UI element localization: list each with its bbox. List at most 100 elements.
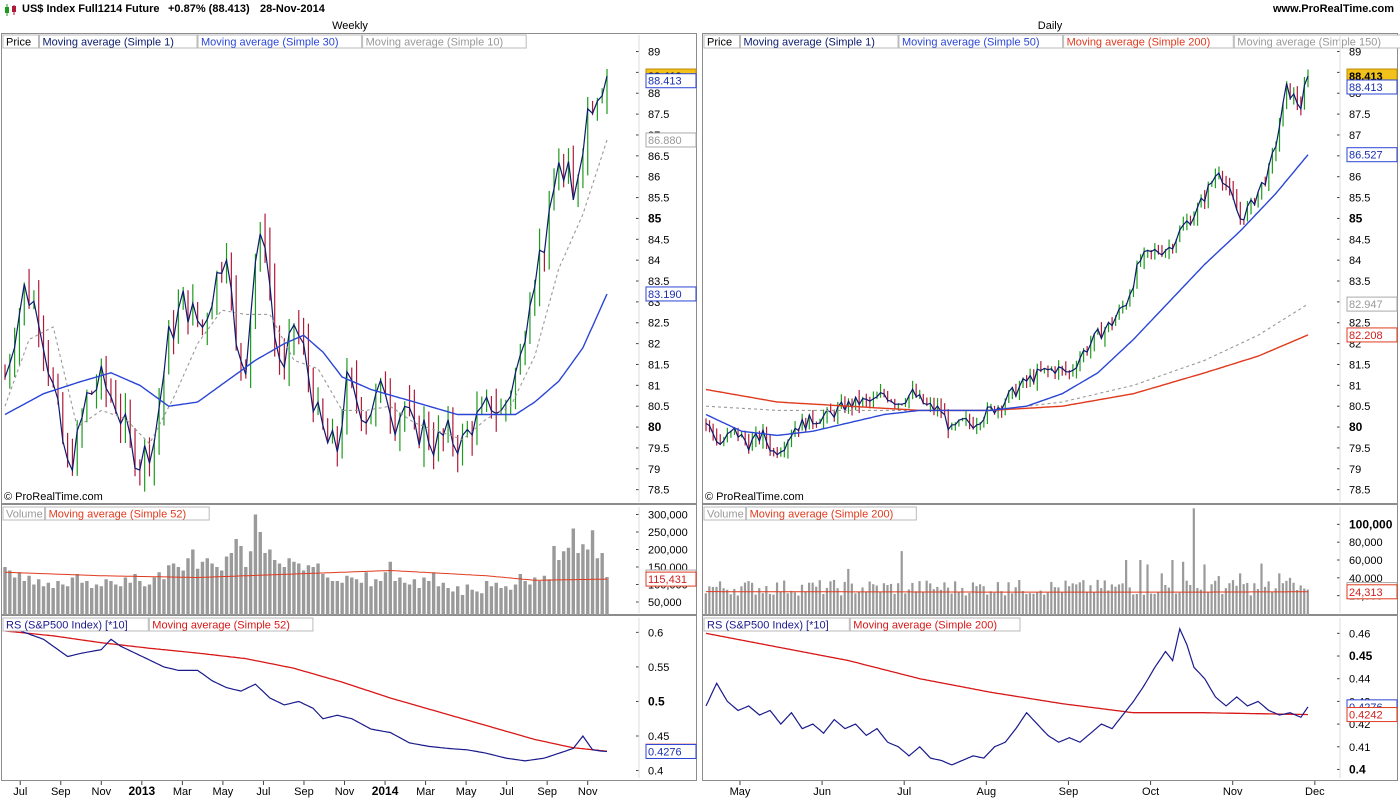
daily-volume-bar (918, 581, 921, 615)
daily-volume-bar (1135, 593, 1138, 615)
weekly-volume-bar (253, 514, 258, 615)
daily-volume-bar (1064, 580, 1067, 615)
weekly-volume-bar (46, 582, 51, 615)
daily-volume-bar (1039, 590, 1042, 615)
weekly-rs-xtick-label: Sep (537, 786, 557, 798)
weekly-price-last-value-box (645, 286, 697, 302)
daily-price-last-value-box (1346, 79, 1398, 95)
weekly-rs-xtick-label: Mar (173, 786, 192, 798)
daily-price-ma150-line (705, 303, 1309, 411)
weekly-volume-bar (70, 577, 75, 615)
daily-volume-legend-item: Volume (707, 509, 744, 521)
daily-volume-bar (1046, 592, 1049, 615)
weekly-volume-bar (27, 575, 31, 615)
weekly-volume-bar (393, 581, 397, 615)
daily-volume-bar (943, 582, 946, 615)
weekly-price-last-value-label: 83.190 (648, 289, 682, 301)
daily-volume-bar (758, 588, 761, 615)
weekly-volume-bar (17, 572, 22, 615)
daily-volume-bar (775, 582, 779, 615)
weekly-volume-bar (123, 577, 128, 615)
daily-rs-ytick-label: 0.46 (1349, 628, 1370, 640)
candlestick-logo-icon (5, 4, 16, 16)
weekly-volume-bar (277, 563, 282, 615)
weekly-rs-last-value-box (645, 743, 697, 759)
chart-header: US$ Index Full1214 Future +0.87% (88.413… (0, 0, 1400, 18)
daily-volume-bar (971, 582, 975, 615)
weekly-volume-bar (557, 560, 561, 615)
daily-volume-bar (779, 591, 782, 615)
daily-price-ytick-label: 87 (1349, 130, 1361, 142)
weekly-volume-bar (480, 593, 484, 615)
weekly-volume-bar (75, 574, 79, 615)
daily-rs-frame (702, 615, 1398, 781)
weekly-volume-bar (364, 572, 368, 615)
weekly-price-ma30-line (4, 293, 608, 416)
daily-volume-bar (946, 587, 950, 615)
weekly-volume-bar (157, 572, 161, 615)
daily-volume-bar (1057, 587, 1060, 615)
daily-volume-bar (1185, 580, 1188, 615)
daily-volume-bar (1260, 563, 1263, 615)
daily-price-ytick-label: 80.5 (1349, 401, 1370, 413)
weekly-price-last-value-label: 86.880 (648, 135, 682, 147)
weekly-volume-bar (186, 558, 190, 615)
daily-price-legend-box (1233, 34, 1400, 49)
daily-volume-bar (929, 583, 932, 615)
daily-volume-bar (1189, 584, 1192, 615)
site-link[interactable]: www.ProRealTime.com (1272, 3, 1394, 15)
weekly-rs-xtick-label: 2013 (128, 784, 155, 798)
weekly-volume-bar (441, 582, 445, 615)
daily-volume-bar (1271, 591, 1274, 615)
weekly-volume-bar (287, 558, 291, 615)
daily-volume-bar (875, 585, 878, 615)
weekly-volume-bar (465, 584, 470, 615)
daily-volume-bar (1142, 594, 1146, 615)
daily-volume-bar (1117, 584, 1121, 615)
daily-price-last-value-box (1346, 147, 1398, 163)
daily-rs-last-value-label: 0.4242 (1349, 710, 1383, 722)
daily-volume-bar (978, 584, 982, 615)
weekly-volume-legend-item: Volume (6, 509, 43, 521)
daily-volume-bar (1239, 573, 1242, 615)
daily-volume-bar (879, 591, 882, 615)
daily-volume-bar (1153, 593, 1156, 615)
weekly-volume-last-value-label: 115,431 (648, 574, 687, 586)
daily-volume-bar (772, 594, 775, 615)
daily-volume-bar (1281, 583, 1284, 615)
daily-rs-legend-box (849, 617, 1021, 632)
daily-price-ma200-line (705, 334, 1309, 412)
weekly-price-ytick-label: 88 (648, 88, 660, 100)
weekly-volume-bar (200, 561, 205, 615)
weekly-volume-bar (162, 579, 166, 615)
weekly-volume-last-value-box (645, 571, 697, 587)
daily-volume-bar (957, 591, 960, 615)
daily-volume-bar (964, 595, 967, 615)
weekly-rs-ytick-label: 0.4 (648, 766, 663, 778)
weekly-price-ma10-line (4, 139, 608, 445)
weekly-volume-bar (552, 546, 556, 615)
weekly-volume-bar (354, 579, 359, 615)
daily-volume-bar (1021, 591, 1024, 615)
daily-price-last-value-label: 82.947 (1349, 299, 1383, 311)
weekly-volume-bar (378, 581, 383, 615)
weekly-volume-bar (345, 575, 349, 615)
weekly-price-ytick-label: 83.5 (648, 276, 669, 288)
daily-volume-bar (1160, 573, 1163, 615)
daily-volume-bar (1132, 594, 1135, 615)
daily-price-ytick-label: 86 (1349, 172, 1361, 184)
daily-volume-bar (939, 589, 943, 615)
weekly-volume-bar (65, 586, 70, 615)
weekly-rs-xtick-label: Jul (13, 786, 27, 798)
weekly-price-legend-item: Moving average (Simple 30) (201, 37, 339, 49)
daily-volume-bar (822, 593, 825, 615)
weekly-volume-bar (3, 567, 7, 615)
daily-volume-bar (921, 592, 925, 615)
daily-price-legend-item: Moving average (Simple 200) (1067, 37, 1211, 49)
daily-volume-bar (1214, 580, 1217, 615)
weekly-volume-bar (446, 588, 450, 615)
daily-volume-bar (1306, 589, 1309, 615)
daily-price-ytick-label: 82.5 (1349, 318, 1370, 330)
weekly-volume-bar (118, 586, 123, 615)
